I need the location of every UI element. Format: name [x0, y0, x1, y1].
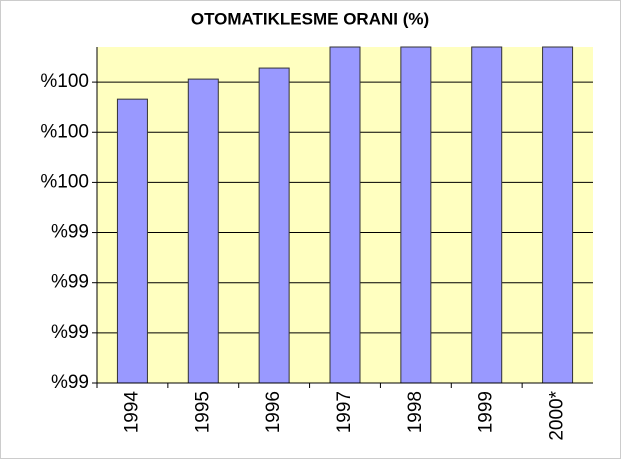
y-tick-label: %100 — [40, 121, 89, 142]
x-tick-label: 1996 — [263, 391, 284, 433]
x-tick-label: 1997 — [334, 391, 355, 433]
bar — [258, 67, 290, 384]
y-tick-label: %99 — [51, 222, 89, 243]
bar — [400, 46, 432, 384]
y-tick-label: %99 — [51, 322, 89, 343]
bar — [116, 98, 148, 384]
bar — [471, 46, 503, 384]
bar — [187, 78, 219, 384]
x-tick-label: 1995 — [192, 391, 213, 433]
bar — [329, 46, 361, 384]
x-tick-label: 1998 — [405, 391, 426, 433]
x-tick-label: 2000* — [547, 390, 568, 440]
y-tick-label: %100 — [40, 171, 89, 192]
x-tick-label: 1994 — [121, 391, 142, 434]
y-tick-label: %100 — [40, 71, 89, 92]
bar — [542, 46, 574, 384]
chart-title: OTOMATIKLESME ORANI (%) — [191, 9, 429, 28]
y-tick-label: %99 — [51, 272, 89, 293]
y-tick-label: %99 — [51, 372, 89, 393]
x-tick-label: 1999 — [476, 391, 497, 433]
